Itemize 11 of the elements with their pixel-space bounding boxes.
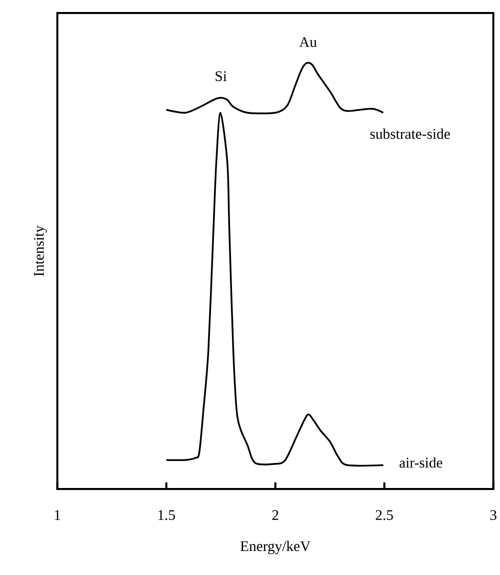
- series-label: substrate-side: [370, 128, 450, 139]
- annotation: Au: [299, 37, 317, 48]
- x-tick-label: 1.5: [158, 510, 175, 520]
- x-tick-label: 3: [490, 510, 496, 520]
- x-axis-title: Energy/keV: [240, 540, 310, 554]
- y-axis-title: Intensity: [34, 225, 47, 276]
- annotation: Si: [216, 71, 227, 82]
- series-label: air-side: [400, 457, 442, 468]
- x-tick-label: 2.5: [376, 510, 393, 520]
- x-tick-label: 2: [272, 510, 278, 520]
- x-tick-label: 1: [54, 510, 60, 520]
